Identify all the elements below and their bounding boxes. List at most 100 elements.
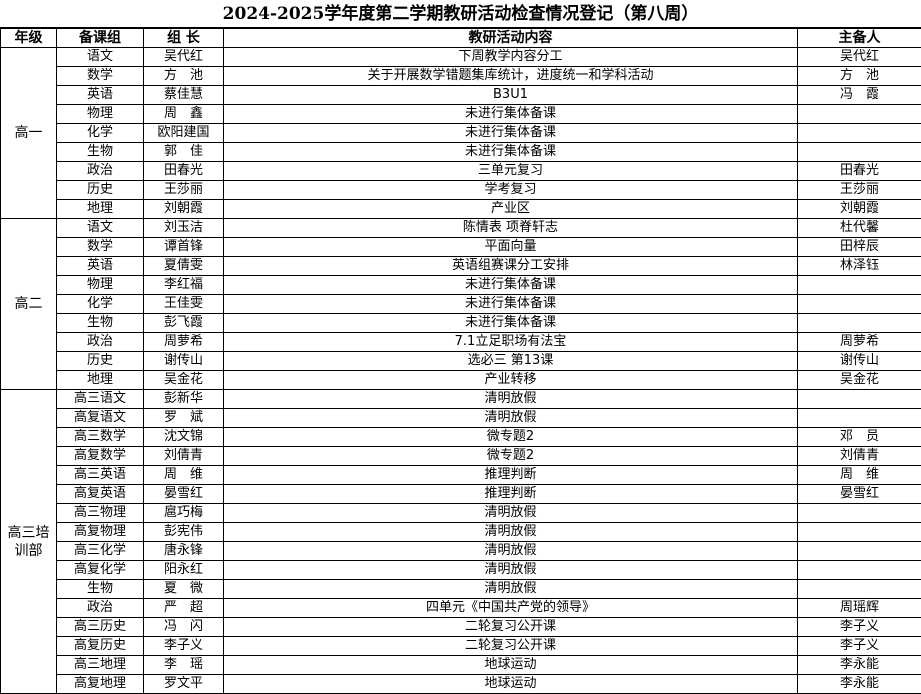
activity-content: 地球运动 [224, 675, 798, 694]
group-leader: 田春光 [144, 162, 224, 181]
subject-group: 历史 [57, 181, 144, 200]
subject-group: 高三英语 [57, 466, 144, 485]
subject-group: 高三物理 [57, 504, 144, 523]
group-leader: 刘玉洁 [144, 219, 224, 238]
subject-group: 高三语文 [57, 390, 144, 409]
lead-preparer: 李永能 [798, 656, 921, 675]
lead-preparer: 李子义 [798, 618, 921, 637]
subject-group: 高复地理 [57, 675, 144, 694]
table-row: 高三化学唐永锋清明放假 [1, 542, 921, 561]
table-row: 生物郭 佳未进行集体备课 [1, 143, 921, 162]
activity-content: 下周教学内容分工 [224, 48, 798, 67]
subject-group: 高复语文 [57, 409, 144, 428]
table-row: 生物夏 微清明放假 [1, 580, 921, 599]
group-leader: 王佳雯 [144, 295, 224, 314]
group-leader: 谢传山 [144, 352, 224, 371]
activity-content: 微专题2 [224, 447, 798, 466]
group-leader: 郭 佳 [144, 143, 224, 162]
lead-preparer [798, 561, 921, 580]
activity-content: 学考复习 [224, 181, 798, 200]
lead-preparer: 晏雪红 [798, 485, 921, 504]
group-leader: 唐永锋 [144, 542, 224, 561]
subject-group: 地理 [57, 371, 144, 390]
lead-preparer: 周 维 [798, 466, 921, 485]
group-leader: 吴代红 [144, 48, 224, 67]
subject-group: 物理 [57, 105, 144, 124]
group-leader: 李红福 [144, 276, 224, 295]
lead-preparer: 吴代红 [798, 48, 921, 67]
group-leader: 欧阳建国 [144, 124, 224, 143]
group-leader: 方 池 [144, 67, 224, 86]
subject-group: 高复英语 [57, 485, 144, 504]
activity-content: 平面向量 [224, 238, 798, 257]
table-row: 高二语文刘玉洁陈情表 项脊轩志杜代馨 [1, 219, 921, 238]
header-preparer: 主备人 [798, 29, 921, 48]
activity-content: 未进行集体备课 [224, 105, 798, 124]
activity-content: 关于开展数学错题集库统计，进度统一和学科活动 [224, 67, 798, 86]
lead-preparer: 邓 员 [798, 428, 921, 447]
activity-content: 产业转移 [224, 371, 798, 390]
table-row: 高复物理彭宪伟清明放假 [1, 523, 921, 542]
subject-group: 生物 [57, 314, 144, 333]
subject-group: 高三数学 [57, 428, 144, 447]
group-leader: 李 瑶 [144, 656, 224, 675]
lead-preparer [798, 390, 921, 409]
activity-content: 清明放假 [224, 561, 798, 580]
lead-preparer [798, 542, 921, 561]
activity-content: 推理判断 [224, 466, 798, 485]
activity-content: 未进行集体备课 [224, 314, 798, 333]
activity-content: 清明放假 [224, 523, 798, 542]
lead-preparer: 刘朝霞 [798, 200, 921, 219]
group-leader: 周 维 [144, 466, 224, 485]
table-row: 地理吴金花产业转移吴金花 [1, 371, 921, 390]
table-row: 高复历史李子义二轮复习公开课李子义 [1, 637, 921, 656]
table-row: 高复地理罗文平地球运动李永能 [1, 675, 921, 694]
subject-group: 地理 [57, 200, 144, 219]
subject-group: 语文 [57, 219, 144, 238]
table-row: 物理李红福未进行集体备课 [1, 276, 921, 295]
activity-content: 二轮复习公开课 [224, 618, 798, 637]
lead-preparer [798, 295, 921, 314]
subject-group: 历史 [57, 352, 144, 371]
lead-preparer [798, 105, 921, 124]
group-leader: 彭宪伟 [144, 523, 224, 542]
group-leader: 罗文平 [144, 675, 224, 694]
lead-preparer: 李永能 [798, 675, 921, 694]
lead-preparer: 谢传山 [798, 352, 921, 371]
lead-preparer: 方 池 [798, 67, 921, 86]
group-leader: 严 超 [144, 599, 224, 618]
activity-content: 未进行集体备课 [224, 124, 798, 143]
lead-preparer: 刘倩青 [798, 447, 921, 466]
activity-content: 地球运动 [224, 656, 798, 675]
table-row: 高三英语周 维推理判断周 维 [1, 466, 921, 485]
table-row: 数学方 池关于开展数学错题集库统计，进度统一和学科活动方 池 [1, 67, 921, 86]
table-body: 高一语文吴代红下周教学内容分工吴代红数学方 池关于开展数学错题集库统计，进度统一… [1, 48, 921, 694]
page-title: 2024-2025学年度第二学期教研活动检查情况登记（第八周） [0, 0, 921, 28]
subject-group: 高三历史 [57, 618, 144, 637]
lead-preparer: 杜代馨 [798, 219, 921, 238]
table-row: 数学谭首锋平面向量田梓辰 [1, 238, 921, 257]
lead-preparer [798, 276, 921, 295]
subject-group: 高复历史 [57, 637, 144, 656]
activity-content: 陈情表 项脊轩志 [224, 219, 798, 238]
activity-content: 三单元复习 [224, 162, 798, 181]
table-row: 高三培训部高三语文彭新华清明放假 [1, 390, 921, 409]
subject-group: 高复数学 [57, 447, 144, 466]
subject-group: 数学 [57, 67, 144, 86]
header-group: 备课组 [57, 29, 144, 48]
subject-group: 物理 [57, 276, 144, 295]
table-row: 化学欧阳建国未进行集体备课 [1, 124, 921, 143]
lead-preparer: 吴金花 [798, 371, 921, 390]
group-leader: 王莎丽 [144, 181, 224, 200]
table-row: 生物彭飞霞未进行集体备课 [1, 314, 921, 333]
table-row: 高三历史冯 闪二轮复习公开课李子义 [1, 618, 921, 637]
activity-content: 清明放假 [224, 390, 798, 409]
subject-group: 高三地理 [57, 656, 144, 675]
table-row: 历史谢传山选必三 第13课谢传山 [1, 352, 921, 371]
lead-preparer: 周瑶辉 [798, 599, 921, 618]
group-leader: 彭新华 [144, 390, 224, 409]
group-leader: 周 鑫 [144, 105, 224, 124]
activity-content: 选必三 第13课 [224, 352, 798, 371]
table-row: 高三地理李 瑶地球运动李永能 [1, 656, 921, 675]
